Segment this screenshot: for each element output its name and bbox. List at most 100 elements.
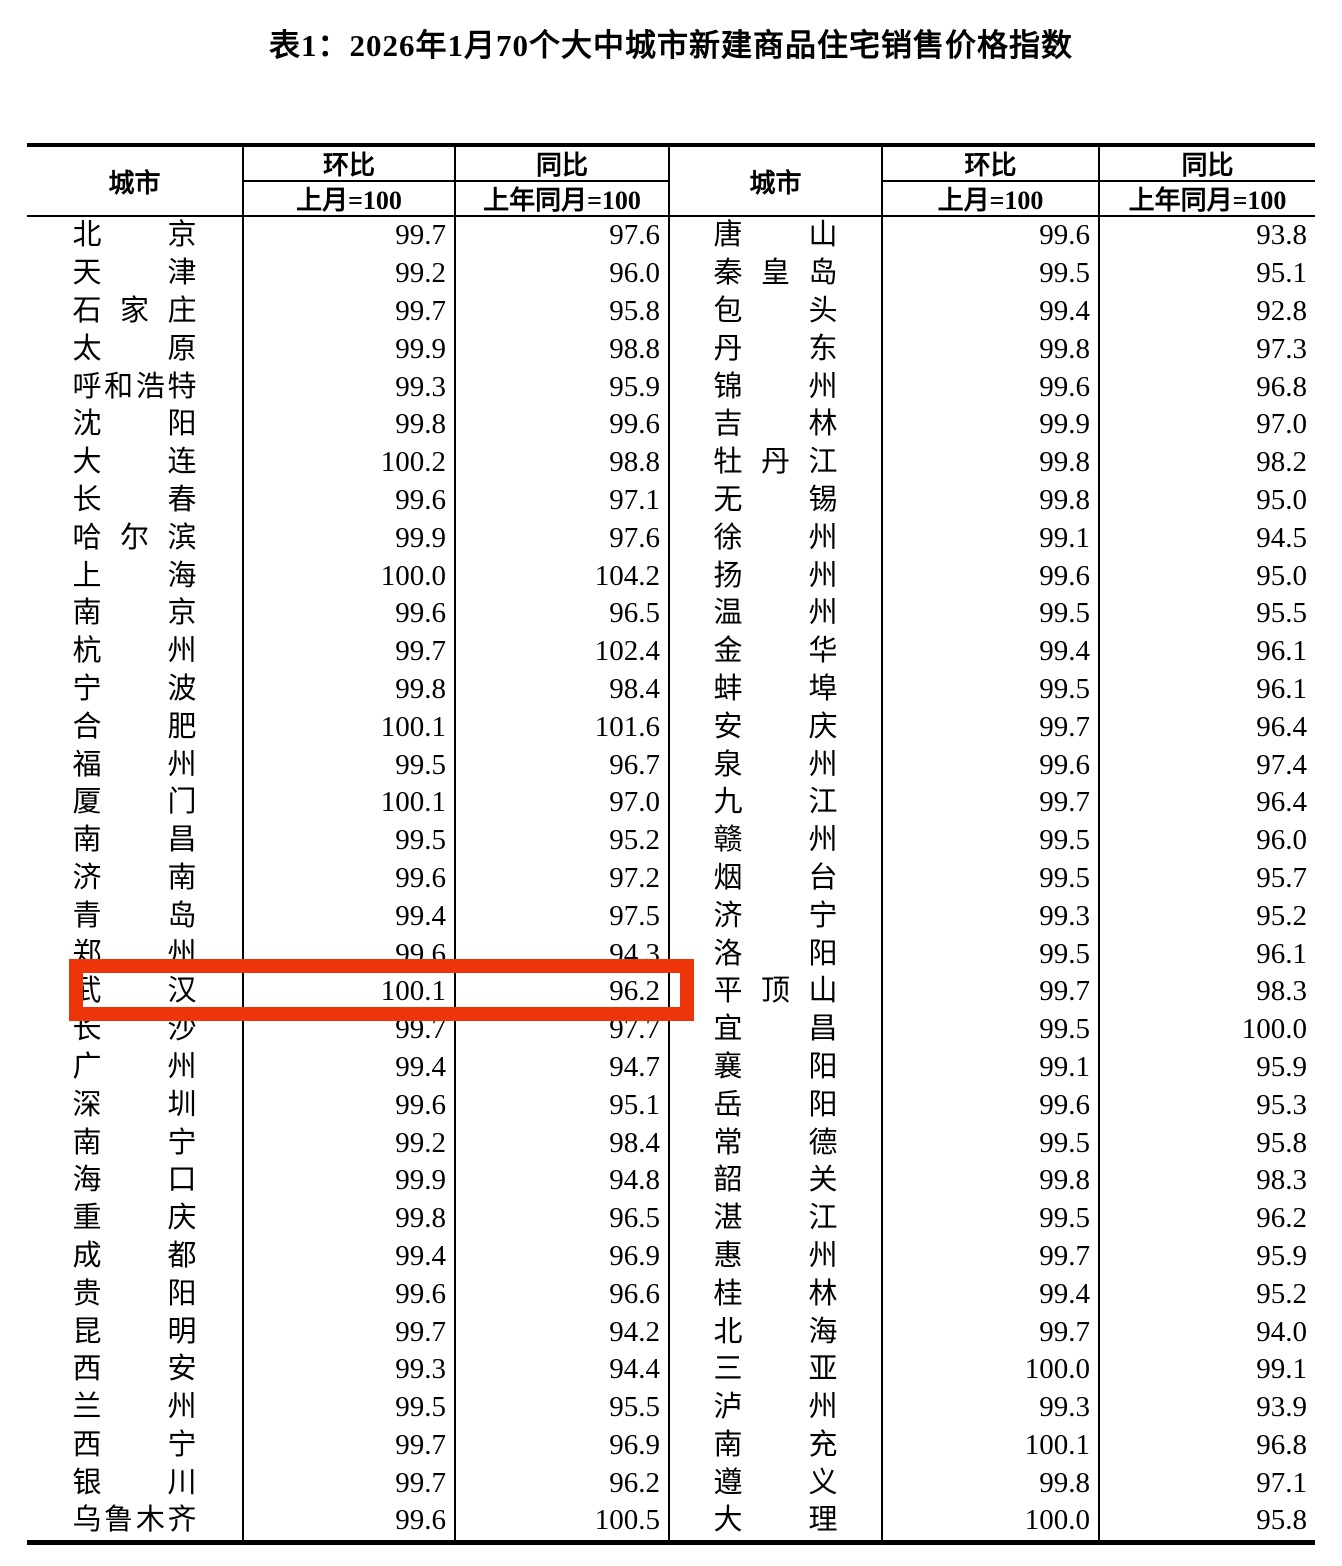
city-cell: 吉林	[668, 405, 881, 444]
city-cell: 武汉	[27, 973, 242, 1011]
city-cell: 沈阳	[27, 406, 242, 444]
yoy-value: 96.4	[1098, 708, 1315, 747]
city-name: 南充	[713, 1428, 838, 1461]
city-name: 乌鲁木齐	[72, 1504, 197, 1537]
city-cell: 湛江	[668, 1199, 881, 1238]
city-cell: 遵义	[668, 1464, 881, 1503]
city-cell: 太原	[27, 330, 242, 368]
yoy-value: 96.2	[454, 1464, 668, 1503]
city-cell: 徐州	[668, 519, 881, 558]
mom-value: 99.8	[881, 1464, 1098, 1503]
city-cell: 岳阳	[668, 1086, 881, 1125]
city-cell: 襄阳	[668, 1048, 881, 1087]
city-name: 秦皇岛	[713, 257, 838, 290]
city-name: 丹东	[713, 332, 838, 365]
city-name: 石家庄	[72, 294, 197, 327]
city-name: 安庆	[713, 710, 838, 743]
header-mom-right: 环比	[881, 147, 1098, 182]
city-cell: 广州	[27, 1049, 242, 1087]
mom-value: 99.8	[242, 1199, 454, 1238]
city-name: 扬州	[713, 559, 838, 592]
yoy-value: 97.4	[1098, 746, 1315, 784]
yoy-value: 97.1	[1098, 1464, 1315, 1503]
header-mom-left: 环比	[242, 147, 454, 182]
yoy-value: 96.1	[1098, 632, 1315, 671]
yoy-value: 94.5	[1098, 519, 1315, 558]
yoy-value: 96.2	[454, 972, 668, 1011]
city-name: 桂林	[713, 1277, 838, 1310]
city-name: 唐山	[713, 219, 838, 252]
city-cell: 无锡	[668, 481, 881, 520]
highlight-box-wuhan	[69, 959, 694, 1021]
city-cell: 三亚	[668, 1350, 881, 1389]
city-name: 西安	[72, 1353, 197, 1386]
city-cell: 南昌	[27, 822, 242, 860]
mom-value: 99.4	[881, 1275, 1098, 1314]
city-name: 三亚	[713, 1353, 838, 1386]
city-cell: 西安	[27, 1351, 242, 1389]
mom-value: 99.5	[881, 254, 1098, 293]
mom-value: 100.0	[242, 557, 454, 595]
city-cell: 大连	[27, 444, 242, 482]
mom-value: 99.5	[881, 1124, 1098, 1162]
city-name: 厦门	[72, 786, 197, 819]
city-name: 烟台	[713, 861, 838, 894]
city-name: 上海	[72, 559, 197, 592]
city-name: 泉州	[713, 748, 838, 781]
city-cell: 天津	[27, 255, 242, 293]
mom-value: 100.1	[242, 783, 454, 822]
mom-value: 99.5	[242, 1388, 454, 1427]
city-name: 遵义	[713, 1466, 838, 1499]
header-yoy-left: 同比	[454, 147, 668, 182]
mom-value: 99.7	[242, 1426, 454, 1465]
city-name: 大连	[72, 446, 197, 479]
city-cell: 蚌埠	[668, 670, 881, 709]
yoy-value: 93.9	[1098, 1388, 1315, 1427]
yoy-value: 97.0	[454, 783, 668, 822]
yoy-value: 96.1	[1098, 935, 1315, 973]
mom-value: 99.4	[242, 897, 454, 936]
yoy-value: 92.8	[1098, 292, 1315, 331]
city-cell: 泸州	[668, 1388, 881, 1427]
mom-value: 99.6	[881, 217, 1098, 255]
city-cell: 乌鲁木齐	[27, 1502, 242, 1540]
yoy-value: 97.2	[454, 859, 668, 898]
city-name: 韶关	[713, 1164, 838, 1197]
mom-value: 99.6	[242, 1275, 454, 1314]
mom-value: 99.7	[881, 1313, 1098, 1351]
city-name: 银川	[72, 1466, 197, 1499]
city-cell: 唐山	[668, 217, 881, 255]
city-cell: 厦门	[27, 784, 242, 822]
mom-value: 99.7	[881, 972, 1098, 1011]
yoy-value: 95.5	[1098, 594, 1315, 633]
mom-value: 99.6	[242, 481, 454, 520]
mom-value: 99.6	[881, 746, 1098, 784]
mom-value: 99.8	[242, 670, 454, 709]
yoy-value: 95.2	[1098, 897, 1315, 936]
mom-value: 100.0	[881, 1502, 1098, 1540]
yoy-value: 98.2	[1098, 443, 1315, 482]
mom-value: 99.7	[242, 632, 454, 671]
yoy-value: 98.3	[1098, 1161, 1315, 1200]
yoy-value: 96.6	[454, 1275, 668, 1314]
city-cell: 南充	[668, 1426, 881, 1465]
mom-value: 99.5	[881, 935, 1098, 973]
yoy-value: 96.0	[454, 254, 668, 293]
city-cell: 北海	[668, 1313, 881, 1351]
city-cell: 长春	[27, 482, 242, 520]
city-cell: 惠州	[668, 1237, 881, 1276]
city-cell: 金华	[668, 632, 881, 671]
yoy-value: 95.1	[1098, 254, 1315, 293]
city-cell: 韶关	[668, 1161, 881, 1200]
city-cell: 青岛	[27, 897, 242, 935]
city-cell: 银川	[27, 1464, 242, 1502]
yoy-value: 95.8	[1098, 1124, 1315, 1162]
city-cell: 成都	[27, 1238, 242, 1276]
city-cell: 福州	[27, 746, 242, 784]
city-name: 贵阳	[72, 1277, 197, 1310]
mom-value: 100.2	[242, 443, 454, 482]
mom-value: 99.1	[881, 519, 1098, 558]
city-cell: 桂林	[668, 1275, 881, 1314]
mom-value: 99.4	[242, 1048, 454, 1087]
yoy-value: 98.8	[454, 330, 668, 369]
